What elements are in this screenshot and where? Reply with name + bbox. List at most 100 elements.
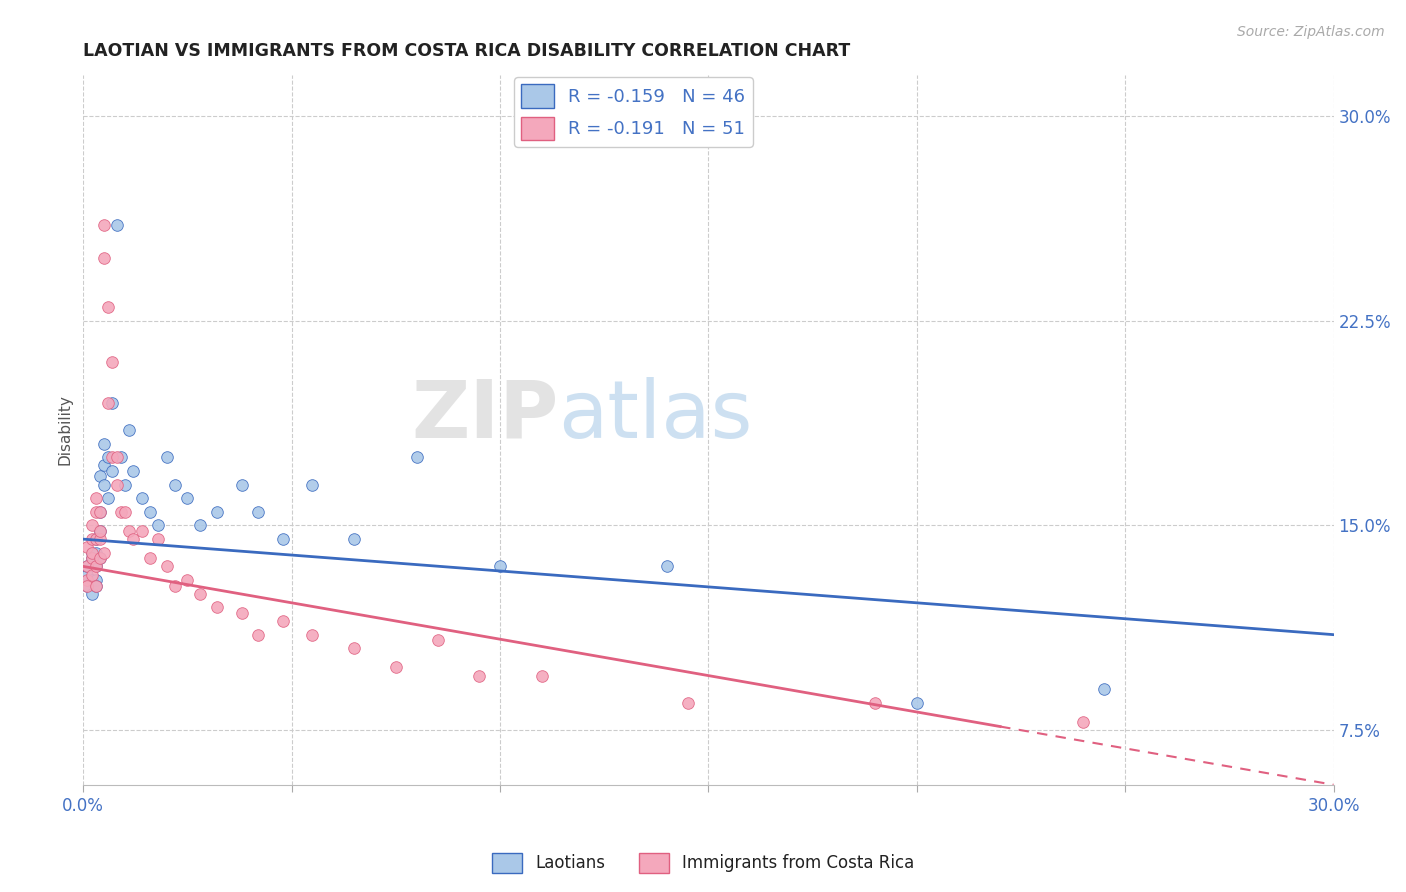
Point bbox=[176, 491, 198, 506]
Text: atlas: atlas bbox=[558, 376, 752, 455]
Point bbox=[273, 532, 295, 546]
Point bbox=[93, 546, 115, 560]
Point bbox=[301, 627, 323, 641]
Point bbox=[343, 641, 366, 656]
Legend: Laotians, Immigrants from Costa Rica: Laotians, Immigrants from Costa Rica bbox=[485, 847, 921, 880]
Point bbox=[101, 464, 124, 478]
Point bbox=[84, 573, 107, 587]
Point bbox=[405, 450, 427, 465]
Point bbox=[80, 551, 103, 566]
Point bbox=[84, 559, 107, 574]
Point bbox=[105, 477, 128, 491]
Point bbox=[93, 251, 115, 265]
Point bbox=[231, 477, 253, 491]
Point bbox=[301, 477, 323, 491]
Point bbox=[84, 532, 107, 546]
Point bbox=[84, 559, 107, 574]
Point bbox=[101, 355, 124, 369]
Point bbox=[76, 567, 98, 582]
Point bbox=[84, 578, 107, 592]
Point bbox=[76, 541, 98, 555]
Point bbox=[156, 450, 179, 465]
Point bbox=[1092, 682, 1115, 697]
Point bbox=[122, 532, 145, 546]
Point bbox=[385, 660, 408, 674]
Point bbox=[122, 464, 145, 478]
Point bbox=[76, 573, 98, 587]
Text: ZIP: ZIP bbox=[411, 376, 558, 455]
Point bbox=[89, 505, 111, 519]
Point bbox=[530, 668, 553, 682]
Point bbox=[110, 450, 132, 465]
Point bbox=[80, 546, 103, 560]
Point bbox=[97, 450, 120, 465]
Point bbox=[89, 469, 111, 483]
Point bbox=[655, 559, 678, 574]
Point bbox=[156, 559, 179, 574]
Point bbox=[89, 524, 111, 538]
Point bbox=[489, 559, 512, 574]
Point bbox=[80, 573, 103, 587]
Point bbox=[205, 505, 228, 519]
Point bbox=[105, 450, 128, 465]
Point bbox=[905, 696, 928, 710]
Point bbox=[80, 546, 103, 560]
Text: LAOTIAN VS IMMIGRANTS FROM COSTA RICA DISABILITY CORRELATION CHART: LAOTIAN VS IMMIGRANTS FROM COSTA RICA DI… bbox=[83, 42, 851, 60]
Point bbox=[101, 450, 124, 465]
Point bbox=[97, 491, 120, 506]
Point bbox=[343, 532, 366, 546]
Point bbox=[468, 668, 491, 682]
Point bbox=[80, 518, 103, 533]
Point bbox=[80, 551, 103, 566]
Point bbox=[114, 505, 136, 519]
Point bbox=[114, 477, 136, 491]
Point bbox=[247, 505, 270, 519]
Point bbox=[131, 491, 153, 506]
Legend: R = -0.159   N = 46, R = -0.191   N = 51: R = -0.159 N = 46, R = -0.191 N = 51 bbox=[515, 77, 752, 147]
Point bbox=[188, 518, 211, 533]
Point bbox=[80, 532, 103, 546]
Point bbox=[148, 518, 170, 533]
Point bbox=[231, 606, 253, 620]
Point bbox=[97, 395, 120, 409]
Point bbox=[84, 532, 107, 546]
Point bbox=[118, 423, 141, 437]
Point bbox=[84, 546, 107, 560]
Point bbox=[148, 532, 170, 546]
Point bbox=[89, 505, 111, 519]
Point bbox=[93, 458, 115, 473]
Point bbox=[84, 505, 107, 519]
Y-axis label: Disability: Disability bbox=[58, 394, 72, 466]
Point bbox=[139, 551, 162, 566]
Point bbox=[84, 578, 107, 592]
Point bbox=[105, 219, 128, 233]
Point bbox=[80, 587, 103, 601]
Point bbox=[76, 559, 98, 574]
Point bbox=[76, 559, 98, 574]
Point bbox=[139, 505, 162, 519]
Point bbox=[426, 633, 449, 648]
Point bbox=[93, 219, 115, 233]
Point bbox=[1073, 714, 1095, 729]
Point bbox=[247, 627, 270, 641]
Point bbox=[273, 614, 295, 628]
Point bbox=[188, 587, 211, 601]
Point bbox=[89, 532, 111, 546]
Point bbox=[84, 491, 107, 506]
Point bbox=[76, 578, 98, 592]
Point bbox=[118, 524, 141, 538]
Point bbox=[89, 551, 111, 566]
Point bbox=[163, 578, 186, 592]
Point bbox=[89, 524, 111, 538]
Point bbox=[131, 524, 153, 538]
Point bbox=[97, 300, 120, 314]
Point bbox=[676, 696, 699, 710]
Point bbox=[863, 696, 886, 710]
Point bbox=[176, 573, 198, 587]
Text: Source: ZipAtlas.com: Source: ZipAtlas.com bbox=[1237, 25, 1385, 39]
Point bbox=[110, 505, 132, 519]
Point bbox=[80, 567, 103, 582]
Point bbox=[89, 551, 111, 566]
Point bbox=[163, 477, 186, 491]
Point bbox=[76, 578, 98, 592]
